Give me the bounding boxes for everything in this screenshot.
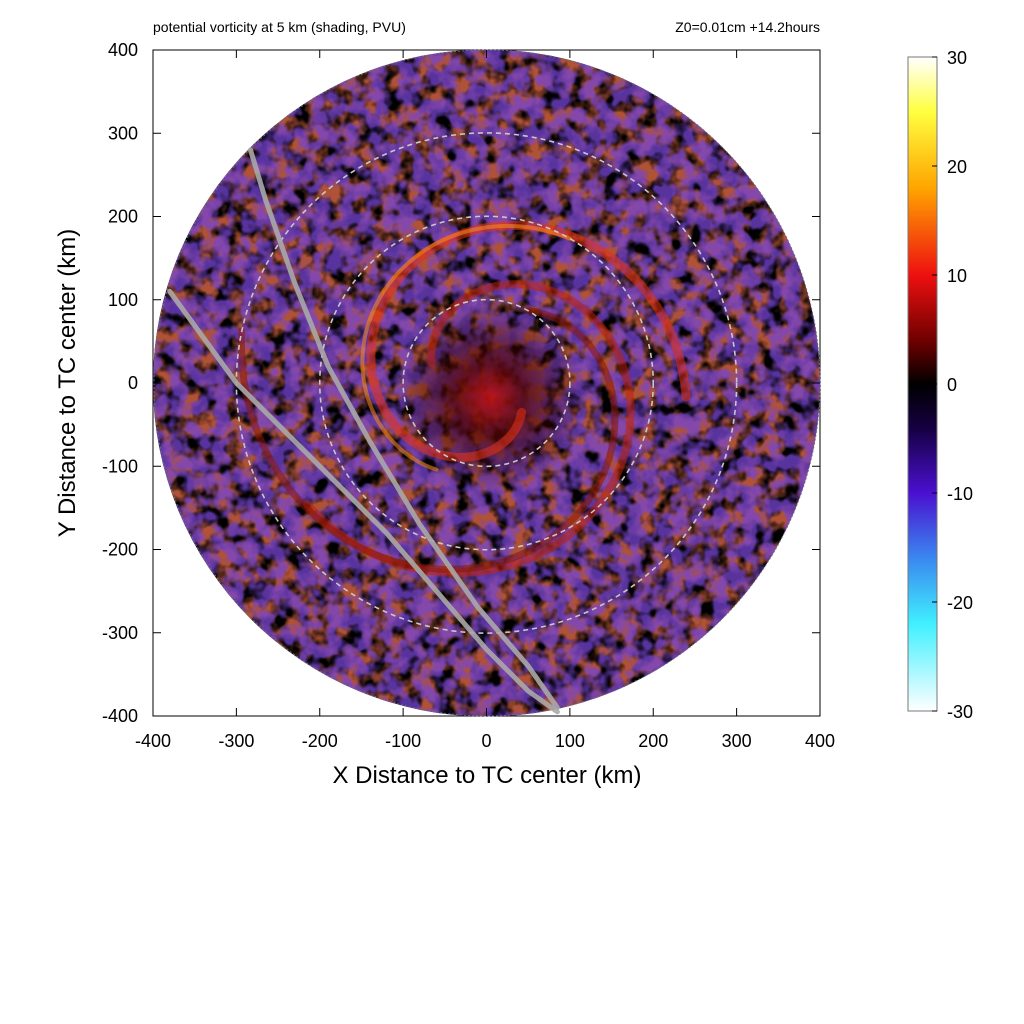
x-tick-label: 300 [722, 731, 752, 751]
y-tick-label: 0 [128, 373, 138, 393]
x-tick-label: 200 [638, 731, 668, 751]
range-ring-200km [318, 215, 655, 551]
colorbar-tick-label: 0 [947, 375, 957, 395]
colorbar-tick-label: 10 [947, 266, 967, 286]
flight-tracks [167, 147, 560, 715]
x-axis-ticks: -400 -300 -200 -100 0 100 200 300 400 [135, 50, 835, 751]
colorbar-ticks: 30 20 10 0 -10 -20 -30 [932, 48, 973, 722]
eyewall-core [395, 303, 585, 493]
x-axis-label: X Distance to TC center (km) [333, 762, 642, 789]
y-tick-label: 200 [108, 207, 138, 227]
y-tick-label: 100 [108, 290, 138, 310]
x-tick-label: -200 [302, 731, 338, 751]
track-2-line [167, 288, 560, 715]
colorbar-tick-label: 20 [947, 157, 967, 177]
colorbar: 30 20 10 0 -10 -20 -30 [907, 48, 973, 722]
y-tick-label: -100 [102, 456, 138, 476]
y-tick-label: 300 [108, 123, 138, 143]
colorbar-tick-label: -10 [947, 484, 973, 504]
spiral-band-2 [302, 280, 635, 578]
range-ring-100km [402, 298, 571, 468]
x-tick-label: -100 [385, 731, 421, 751]
y-axis-label: Y Distance to TC center (km) [54, 229, 81, 538]
colorbar-tick-label: -20 [947, 593, 973, 613]
track-1-line [248, 147, 560, 711]
y-tick-label: -200 [102, 540, 138, 560]
x-tick-label: 400 [805, 731, 835, 751]
y-tick-label: 400 [108, 40, 138, 60]
spiral-band-4 [360, 223, 572, 472]
y-tick-label: -300 [102, 623, 138, 643]
x-tick-label: 0 [481, 731, 491, 751]
chart-subtitle: Z0=0.01cm +14.2hours [675, 19, 820, 35]
y-axis-ticks: -400 -300 -200 -100 0 100 200 300 400 [102, 40, 820, 726]
x-tick-label: -400 [135, 731, 171, 751]
pv-heatmap [153, 50, 820, 716]
y-tick-label: -400 [102, 706, 138, 726]
chart-title: potential vorticity at 5 km (shading, PV… [153, 19, 406, 35]
x-tick-label: 100 [555, 731, 585, 751]
colorbar-tick-label: 30 [947, 48, 967, 68]
x-tick-label: -300 [218, 731, 254, 751]
colorbar-tick-label: -30 [947, 702, 973, 722]
spiral-band-1 [366, 220, 691, 462]
